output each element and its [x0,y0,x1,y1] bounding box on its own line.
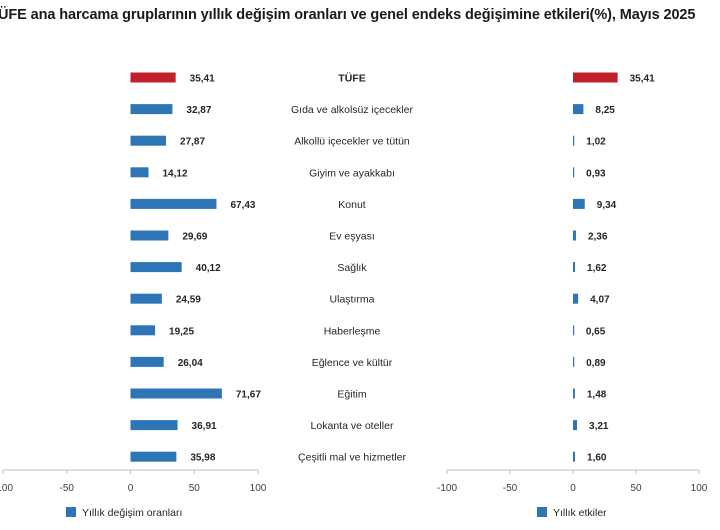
left-bar [130,135,167,146]
left-bar [130,420,178,431]
left-bar-value-label: 67,43 [230,200,255,211]
left-x-tick-label: -100 [0,483,13,494]
left-bar [130,230,169,241]
right-bar-value-label: 3,21 [589,421,609,432]
right-x-tick-label: -100 [437,483,457,494]
right-bar-value-label: 8,25 [595,105,615,116]
category-label: Ulaştırma [330,294,375,306]
right-bar [573,72,618,83]
left-bar-value-label: 24,59 [176,295,201,306]
category-label: Lokanta ve oteller [311,420,394,432]
right-bar [573,451,576,462]
right-bar-value-label: 0,89 [586,358,606,369]
right-bar [573,230,576,241]
right-bar [573,167,575,178]
category-label: Çeşitli mal ve hizmetler [298,452,406,464]
right-bar [573,104,584,115]
left-bar-value-label: 29,69 [182,232,207,243]
right-bar [573,262,576,273]
right-bar [573,135,575,146]
right-bar-value-label: 2,36 [588,232,608,243]
category-label: Haberleşme [324,325,381,337]
chart-title: ÜFE ana harcama gruplarının yıllık değiş… [0,7,696,23]
category-label: Sağlık [337,262,367,274]
left-bar [130,104,173,115]
right-bar-value-label: 35,41 [630,74,655,85]
right-bar [573,420,578,431]
left-bar [130,356,164,367]
right-bar-value-label: 0,65 [586,326,606,337]
left-bar [130,198,217,209]
right-bar-value-label: 0,93 [586,168,606,179]
category-label: Gıda ve alkolsüz içecekler [291,104,413,116]
category-label: Konut [338,199,366,211]
category-label: TÜFE [338,72,365,85]
left-legend-label: Yıllık değişim oranları [82,507,182,519]
right-bar [573,356,575,367]
right-legend-label: Yıllık etkiler [553,507,607,519]
category-label: Ev eşyası [329,231,375,243]
left-x-tick-label: 50 [189,483,201,494]
left-bar [130,451,177,462]
right-bar [573,325,575,336]
left-x-tick-label: 100 [250,483,267,494]
category-label: Eğlence ve kültür [312,357,393,369]
left-bar-value-label: 40,12 [196,263,221,274]
left-x-tick-label: -50 [60,483,75,494]
right-legend-swatch [537,507,547,517]
right-bar [573,388,575,399]
left-bar-value-label: 71,67 [236,390,261,401]
right-x-tick-label: 50 [630,483,642,494]
right-bar [573,198,585,209]
left-bar-value-label: 19,25 [169,326,194,337]
left-bar-value-label: 26,04 [178,358,203,369]
left-bar [130,72,176,83]
left-bar [130,325,156,336]
left-x-tick-label: 0 [128,483,134,494]
left-bar-value-label: 35,41 [190,74,215,85]
left-bar [130,293,162,304]
left-bar-value-label: 35,98 [190,453,215,464]
left-bar-value-label: 36,91 [192,421,217,432]
right-x-tick-label: 100 [691,483,708,494]
right-bar [573,293,579,304]
right-bar-value-label: 1,48 [587,390,607,401]
right-bar-value-label: 4,07 [590,295,610,306]
right-x-tick-label: 0 [570,483,576,494]
left-bar [130,388,222,399]
right-x-tick-label: -50 [503,483,518,494]
right-bar-value-label: 9,34 [597,200,617,211]
left-bar [130,262,182,273]
right-bar-value-label: 1,60 [587,453,607,464]
left-bar-value-label: 14,12 [163,168,188,179]
left-bar [130,167,149,178]
category-label: Giyim ve ayakkabı [309,167,395,179]
left-bar-value-label: 27,87 [180,137,205,148]
left-legend-swatch [66,507,76,517]
category-label: Alkollü içecekler ve tütün [294,136,410,148]
right-bar-value-label: 1,02 [586,137,606,148]
right-bar-value-label: 1,62 [587,263,607,274]
left-bar-value-label: 32,87 [186,105,211,116]
category-label: Eğitim [337,389,366,401]
